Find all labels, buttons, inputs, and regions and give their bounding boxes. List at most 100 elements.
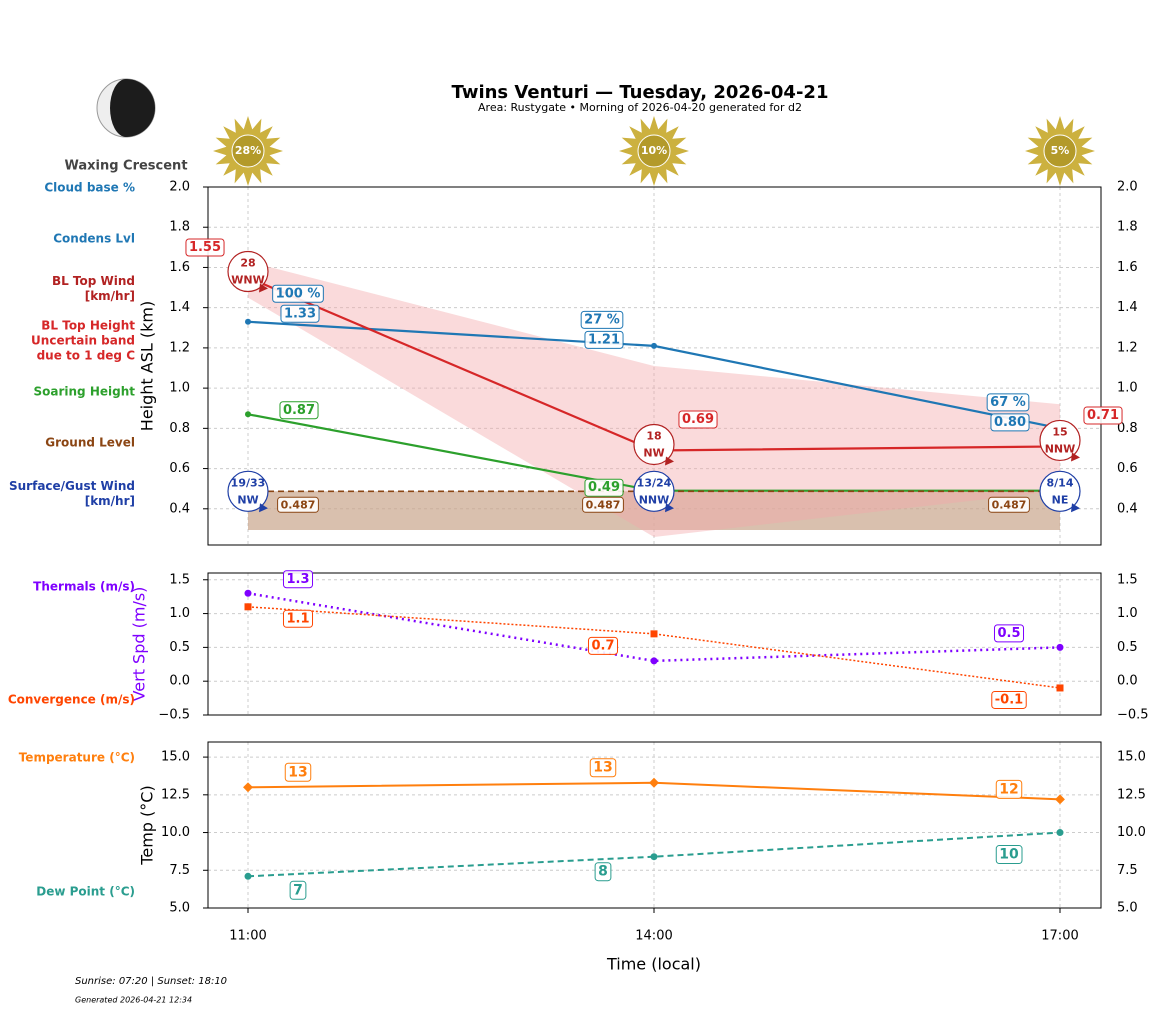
- series-name: Thermals (m/s): [33, 579, 135, 594]
- plot-frame: [207, 186, 1102, 546]
- plot-frame: [207, 572, 1102, 716]
- series-name: Soaring Height: [33, 384, 136, 399]
- bl_wind-arrow: [259, 283, 268, 293]
- series-point: [244, 589, 252, 597]
- y-tick-label: 2.0: [169, 180, 190, 195]
- value-label-box: [988, 496, 1030, 513]
- y-axis-label: Height ASL (km): [138, 301, 157, 431]
- value-label: 1.55: [189, 240, 221, 255]
- bl_wind-speed: 18: [646, 429, 661, 442]
- series-name: Dew Point (°C): [36, 884, 135, 899]
- x-tick-label: 11:00: [229, 929, 266, 944]
- value-label: 13: [593, 760, 612, 776]
- value-label-box: [282, 570, 314, 589]
- series-line: [247, 831, 1061, 878]
- value-label: 1.33: [284, 306, 316, 321]
- y-tick-label-right: 7.5: [1117, 863, 1138, 878]
- series-name: BL Top Wind [km/hr]: [51, 274, 135, 303]
- value-label: 100 %: [276, 286, 321, 301]
- y-tick-label-right: 15.0: [1117, 750, 1146, 765]
- bl_wind-direction: NNW: [1045, 442, 1076, 455]
- y-tick-label-right: 10.0: [1117, 825, 1146, 840]
- y-tick-label: 12.5: [161, 787, 190, 802]
- uncertainty-band: [248, 261, 1060, 537]
- x-tick-label: 17:00: [1041, 929, 1078, 944]
- y-tick-label: 15.0: [161, 750, 190, 765]
- value-label-box: [582, 496, 624, 513]
- surface_wind-arrow: [259, 503, 268, 513]
- y-tick-label-right: 1.5: [1117, 572, 1138, 587]
- cloud-cover-label: 28%: [235, 144, 261, 157]
- value-label-box: [986, 393, 1030, 412]
- bl_wind-circle: [1039, 419, 1081, 462]
- series-name: Cloud base %: [44, 180, 135, 195]
- sun-disc: [231, 134, 265, 168]
- value-label: 0.80: [994, 415, 1026, 430]
- value-label: 27 %: [584, 312, 620, 327]
- series-name: BL Top Height Uncertain band due to 1 de…: [31, 318, 135, 363]
- bl_wind-arrow: [1071, 452, 1080, 462]
- surface_wind-direction: NE: [1052, 493, 1069, 506]
- value-label-box: [580, 310, 624, 329]
- x-tick-label: 14:00: [635, 929, 672, 944]
- chart-subtitle: Area: Rustygate • Morning of 2026-04-20 …: [478, 101, 802, 114]
- bl_wind-direction: WNW: [231, 274, 264, 287]
- y-tick-label: 5.0: [169, 901, 190, 916]
- series-point: [650, 657, 658, 665]
- y-tick-label-right: 1.4: [1117, 300, 1138, 315]
- sun-times: Sunrise: 07:20 | Sunset: 18:10: [75, 976, 227, 987]
- y-tick-label: 1.5: [169, 572, 190, 587]
- moon-phase: Waxing Crescent: [64, 159, 187, 174]
- value-label: 0.487: [586, 498, 621, 511]
- value-label-box: [589, 758, 617, 778]
- value-label-box: [282, 609, 314, 628]
- bl_wind-speed: 15: [1052, 425, 1067, 438]
- y-tick-label-right: 0.4: [1117, 501, 1138, 516]
- value-label: 1.21: [588, 332, 620, 347]
- y-tick-label-right: 0.0: [1117, 674, 1138, 689]
- value-label: 0.487: [281, 498, 316, 511]
- surface_wind-circle: [1039, 470, 1081, 512]
- y-tick-label-right: 12.5: [1117, 787, 1146, 802]
- value-label: 0.71: [1087, 408, 1119, 423]
- surface_wind-direction: NNW: [639, 493, 670, 506]
- value-label-box: [280, 304, 320, 323]
- value-label: 7: [293, 882, 303, 898]
- surface_wind-arrow: [665, 503, 674, 513]
- series-point: [245, 411, 251, 418]
- surface_wind-direction: NW: [237, 493, 258, 506]
- value-label-box: [594, 862, 612, 882]
- bl_wind-speed: 28: [240, 257, 255, 270]
- surface_wind-circle: [227, 470, 269, 512]
- y-tick-label-right: 1.6: [1117, 260, 1138, 275]
- y-tick-label: 0.6: [169, 461, 190, 476]
- value-label: 0.69: [682, 412, 714, 427]
- surface_wind-circle: [633, 470, 675, 512]
- y-tick-label-right: 0.8: [1117, 421, 1138, 436]
- series-point: [650, 853, 658, 861]
- value-label-box: [289, 880, 307, 900]
- series-point: [245, 318, 251, 325]
- y-tick-label: 0.0: [169, 674, 190, 689]
- y-tick-label: 1.6: [169, 260, 190, 275]
- value-label-box: [995, 779, 1023, 799]
- y-tick-label-right: 5.0: [1117, 901, 1138, 916]
- value-label-box: [584, 330, 624, 349]
- y-axis-label: Vert Spd (m/s): [130, 587, 149, 702]
- surface_wind-arrow: [1071, 503, 1080, 513]
- value-label-box: [993, 624, 1025, 643]
- value-label: 1.1: [286, 611, 309, 626]
- value-label: 67 %: [990, 395, 1026, 410]
- value-label-box: [587, 636, 619, 655]
- series-point: [1056, 643, 1064, 651]
- value-label: 10: [999, 847, 1019, 863]
- value-label-box: [990, 413, 1030, 432]
- y-tick-label-right: 0.6: [1117, 461, 1138, 476]
- value-label: 8: [598, 864, 608, 880]
- y-tick-label: 1.2: [169, 340, 190, 355]
- generated-note: Generated 2026-04-21 12:34: [75, 996, 192, 1005]
- y-tick-label-right: 2.0: [1117, 180, 1138, 195]
- surface_wind-speed: 8/14: [1047, 476, 1074, 489]
- series-point: [649, 777, 659, 788]
